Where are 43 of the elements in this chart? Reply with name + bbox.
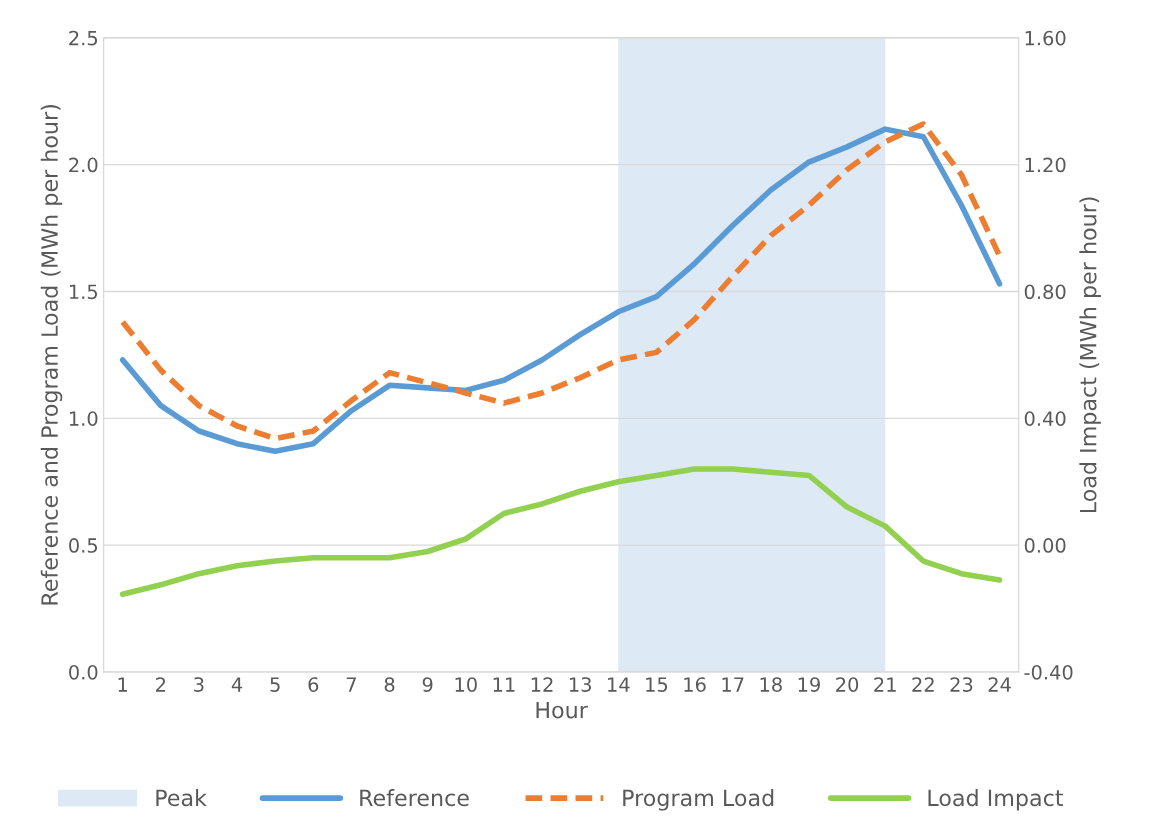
x-tick-label: 14 bbox=[608, 677, 630, 692]
y-axis-title: Reference and Program Load (MWh per hour) bbox=[40, 105, 63, 605]
x-tick-label: 6 bbox=[308, 677, 319, 692]
x-tick-label: 19 bbox=[798, 677, 820, 692]
x-tick-label: 8 bbox=[384, 677, 395, 692]
x-tick-label: 23 bbox=[950, 677, 973, 692]
y2-tick-label: 0.80 bbox=[1024, 284, 1066, 300]
x-tick-label: 21 bbox=[874, 677, 896, 692]
y2-tick-label: 1.20 bbox=[1025, 157, 1066, 173]
y2-tick-label: 1.60 bbox=[1025, 30, 1066, 46]
y-tick-label: 0.0 bbox=[69, 664, 98, 680]
x-tick-label: 15 bbox=[646, 677, 668, 692]
y2-tick-label: 0.00 bbox=[1024, 538, 1066, 553]
x-tick-label: 1 bbox=[118, 677, 128, 692]
y-tick-label: 0.5 bbox=[69, 538, 98, 553]
x-tick-label: 22 bbox=[912, 677, 934, 692]
x-tick-label: 2 bbox=[156, 677, 166, 692]
x-tick-label: 10 bbox=[455, 677, 477, 692]
y2-tick-label: -0.40 bbox=[1024, 664, 1073, 680]
x-tick-label: 9 bbox=[422, 677, 433, 692]
legend-label: Program Load bbox=[623, 789, 774, 811]
x-tick-label: 12 bbox=[531, 677, 553, 692]
x-tick-label: 3 bbox=[194, 677, 204, 692]
x-tick-label: 24 bbox=[988, 677, 1011, 692]
legend-label: Peak bbox=[156, 789, 207, 807]
x-tick-label: 16 bbox=[684, 677, 706, 692]
y-tick-label: 2.0 bbox=[69, 157, 98, 173]
x-tick-label: 17 bbox=[722, 677, 744, 692]
y2-axis-title: Load Impact (MWh per hour) bbox=[1079, 197, 1101, 513]
x-axis-title: Hour bbox=[536, 701, 588, 719]
legend-label: Reference bbox=[360, 789, 469, 807]
y-tick-label: 2.5 bbox=[69, 30, 98, 46]
y-tick-label: 1.5 bbox=[69, 284, 98, 300]
x-tick-label: 13 bbox=[569, 677, 591, 692]
x-tick-label: 11 bbox=[493, 677, 515, 692]
legend-label: Load Impact bbox=[928, 789, 1064, 811]
x-tick-label: 18 bbox=[760, 677, 782, 692]
x-tick-label: 7 bbox=[346, 677, 356, 692]
y2-tick-label: 0.40 bbox=[1024, 411, 1066, 426]
x-tick-label: 20 bbox=[836, 677, 859, 692]
x-tick-label: 5 bbox=[270, 677, 280, 692]
y-tick-label: 1.0 bbox=[69, 411, 98, 426]
x-tick-label: 4 bbox=[231, 677, 243, 692]
